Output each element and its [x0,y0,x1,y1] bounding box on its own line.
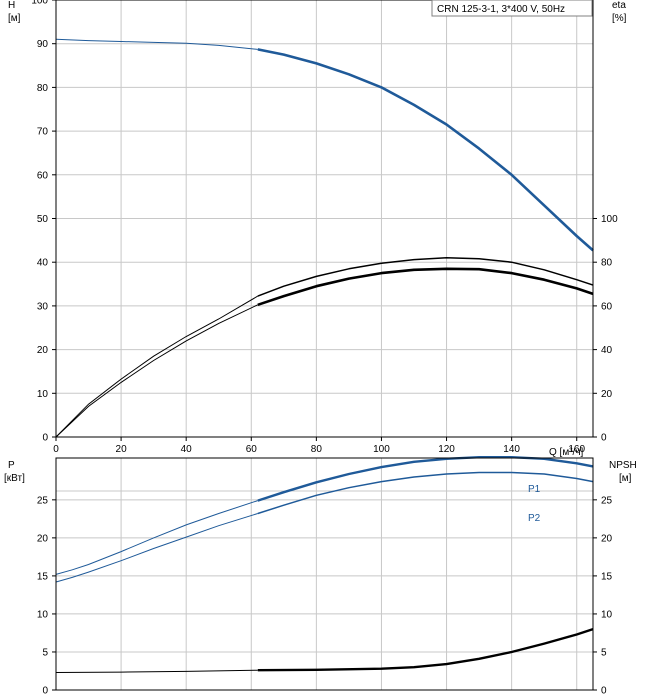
eta-tick-label: 60 [601,301,613,312]
bottom-curves [55,456,594,673]
h-tick-label: 70 [37,127,49,138]
x-tick-label: 100 [373,444,390,455]
h-tick-label: 100 [31,0,48,7]
h-axis-label: H [8,0,15,11]
npsh-tick-label: 0 [601,686,607,697]
top-left-ticks: 0 10 20 30 40 50 60 70 80 90 100 [31,0,56,444]
h-tick-label: 60 [37,170,49,181]
x-axis-label: Q [м³/ч] [549,447,584,458]
eta-lower-curve-thin-line [55,304,259,438]
npsh-tick-label: 25 [601,495,613,506]
eta-tick-label: 80 [601,258,613,269]
npsh-axis-unit: [м] [619,473,632,484]
npsh-curve-thin-line [55,669,258,673]
h-tick-label: 30 [37,301,49,312]
npsh-tick-label: 5 [601,647,607,658]
p-tick-label: 5 [42,647,48,658]
bottom-left-ticks: 0 5 10 15 20 25 [37,495,56,697]
x-tick-label: 20 [116,444,128,455]
p1-curve-thin-line [55,500,258,575]
x-tick-label: 80 [311,444,323,455]
bottom-right-ticks: 0 5 10 15 20 25 [593,495,613,697]
x-tick-label: 140 [503,444,520,455]
top-right-ticks: 0 20 40 60 80 100 [593,214,618,444]
eta-axis-label: eta [612,0,626,11]
h-tick-label: 0 [42,433,48,444]
top-panel: 0 10 20 30 40 50 60 70 80 90 100 0 20 40 60 80 100 0 20 4… [8,0,627,458]
x-tick-label: 40 [181,444,193,455]
legend-text: CRN 125-3-1, 3*400 V, 50Hz [437,4,565,15]
p-axis-label: P [8,460,15,471]
p2-curve-line [257,471,594,515]
h-curve-thin-line [55,38,258,50]
p2-series-label: P2 [528,513,541,524]
p-tick-label: 10 [37,609,49,620]
x-tick-label: 0 [53,444,59,455]
npsh-tick-label: 20 [601,533,613,544]
npsh-tick-label: 10 [601,609,613,620]
h-tick-label: 80 [37,83,49,94]
top-grid [55,0,593,438]
p2-curve-thin-line [55,513,258,583]
eta-tick-label: 100 [601,214,618,225]
h-tick-label: 50 [37,214,49,225]
p-tick-label: 15 [37,571,49,582]
h-curve-line [257,48,594,252]
eta-tick-label: 20 [601,389,613,400]
h-axis-unit: [м] [8,13,21,24]
npsh-axis-label: NPSH [609,460,637,471]
eta-upper-curve-thin-line [55,295,259,438]
eta-axis-unit: [%] [612,13,627,24]
bottom-panel: 0 5 10 15 20 25 0 5 10 15 20 25 P [кВт] NPSH [м] P… [4,456,637,697]
x-tick-label: 120 [438,444,455,455]
p1-series-label: P1 [528,484,541,495]
eta-tick-label: 0 [601,433,607,444]
h-tick-label: 10 [37,389,49,400]
npsh-curve-line [257,627,594,672]
x-axis-ticks: 0 20 40 60 80 100 120 140 160 [53,437,586,455]
p-tick-label: 20 [37,533,49,544]
eta-lower-curve-line [257,267,594,307]
x-tick-label: 160 [568,444,585,455]
h-tick-label: 90 [37,39,49,50]
eta-upper-curve-line [257,257,594,297]
p-tick-label: 0 [42,686,48,697]
top-curves [55,38,594,438]
x-tick-label: 60 [246,444,258,455]
p-axis-unit: [кВт] [4,473,25,484]
h-tick-label: 40 [37,258,49,269]
h-tick-label: 20 [37,345,49,356]
bottom-plot-frame [55,457,594,691]
npsh-tick-label: 15 [601,571,613,582]
eta-tick-label: 40 [601,345,613,356]
p1-curve-line [257,456,594,502]
legend-box [431,0,593,17]
p-tick-label: 25 [37,495,49,506]
